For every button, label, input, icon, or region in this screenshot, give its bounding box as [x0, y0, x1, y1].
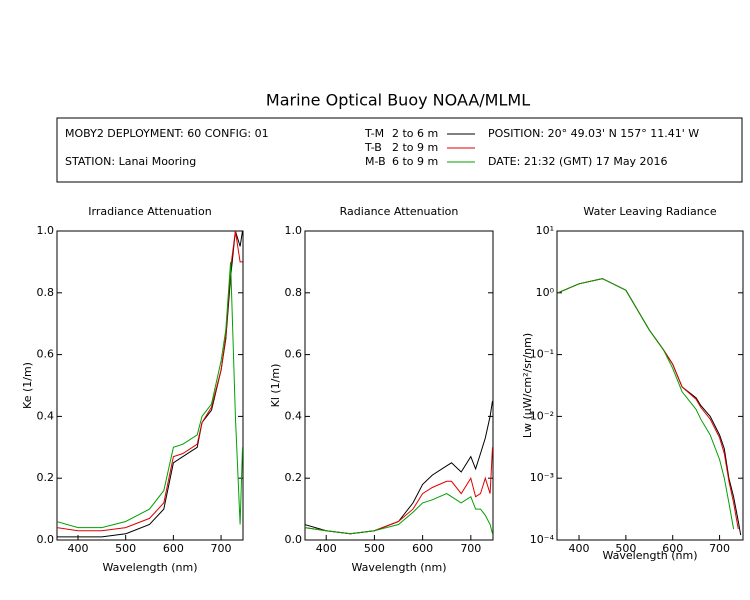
y-tick-label: 0.8	[285, 286, 303, 299]
y-tick-label: 0.8	[37, 286, 55, 299]
deployment: MOBY2 DEPLOYMENT: 60 CONFIG: 01	[65, 127, 269, 140]
x-tick-label: 500	[115, 542, 136, 555]
x-tick-label: 700	[211, 542, 232, 555]
plot-frame	[556, 230, 744, 541]
legend-range: 2 to 6 m	[392, 127, 438, 140]
y-tick-label: 0.2	[37, 471, 55, 484]
y-tick-label: 10¹	[536, 224, 554, 237]
x-tick-label: 400	[316, 542, 337, 555]
legend-name: T-M	[364, 127, 384, 140]
date: DATE: 21:32 (GMT) 17 May 2016	[488, 155, 668, 168]
y-tick-label: 10⁻¹	[530, 348, 554, 361]
series-line	[57, 231, 243, 538]
chart-title: Radiance Attenuation	[340, 205, 459, 218]
y-tick-label: 0.6	[285, 348, 303, 361]
chart-title: Water Leaving Radiance	[583, 205, 716, 218]
series-line	[557, 278, 742, 536]
plot-frame	[56, 230, 244, 541]
y-axis-label: Lw (μW/cm²/sr/nm)	[521, 333, 534, 438]
y-axis-label: Ke (1/m)	[21, 362, 34, 409]
chart-title: Irradiance Attenuation	[88, 205, 211, 218]
station: STATION: Lanai Mooring	[65, 155, 196, 168]
legend-name: M-B	[365, 155, 386, 168]
y-tick-label: 10⁻⁴	[530, 533, 555, 546]
x-tick-label: 600	[662, 542, 683, 555]
x-tick-label: 600	[412, 542, 433, 555]
x-tick-label: 400	[569, 542, 590, 555]
y-tick-label: 1.0	[37, 224, 55, 237]
y-tick-label: 10⁻³	[530, 471, 554, 484]
plot-frame	[304, 230, 494, 541]
y-tick-label: 0.2	[285, 471, 303, 484]
y-axis-label: Kl (1/m)	[269, 364, 282, 408]
y-tick-label: 1.0	[285, 224, 303, 237]
x-tick-label: 500	[364, 542, 385, 555]
x-tick-label: 600	[163, 542, 184, 555]
series-line	[557, 278, 735, 530]
x-tick-label: 700	[460, 542, 481, 555]
series-line	[57, 261, 243, 529]
series-line	[557, 278, 739, 530]
y-tick-label: 0.4	[37, 409, 55, 422]
y-tick-label: 0.0	[37, 533, 55, 546]
y-tick-label: 10⁰	[536, 286, 555, 299]
position: POSITION: 20° 49.03' N 157° 11.41' W	[488, 127, 699, 140]
legend-name: T-B	[364, 141, 382, 154]
x-tick-label: 400	[67, 542, 88, 555]
x-tick-label: 700	[709, 542, 730, 555]
x-axis-label: Wavelength (nm)	[351, 561, 446, 574]
x-tick-label: 500	[615, 542, 636, 555]
series-line	[57, 231, 243, 532]
series-line	[305, 400, 493, 535]
y-tick-label: 0.6	[37, 348, 55, 361]
y-tick-label: 10⁻²	[530, 409, 554, 422]
y-tick-label: 0.4	[285, 409, 303, 422]
legend-range: 2 to 9 m	[392, 141, 438, 154]
series-line	[305, 493, 493, 535]
y-tick-label: 0.0	[285, 533, 303, 546]
legend-range: 6 to 9 m	[392, 155, 438, 168]
x-axis-label: Wavelength (nm)	[102, 561, 197, 574]
page-title: Marine Optical Buoy NOAA/MLML	[266, 91, 530, 110]
x-axis-label: Wavelength (nm)	[602, 549, 697, 562]
info-box	[56, 117, 743, 183]
